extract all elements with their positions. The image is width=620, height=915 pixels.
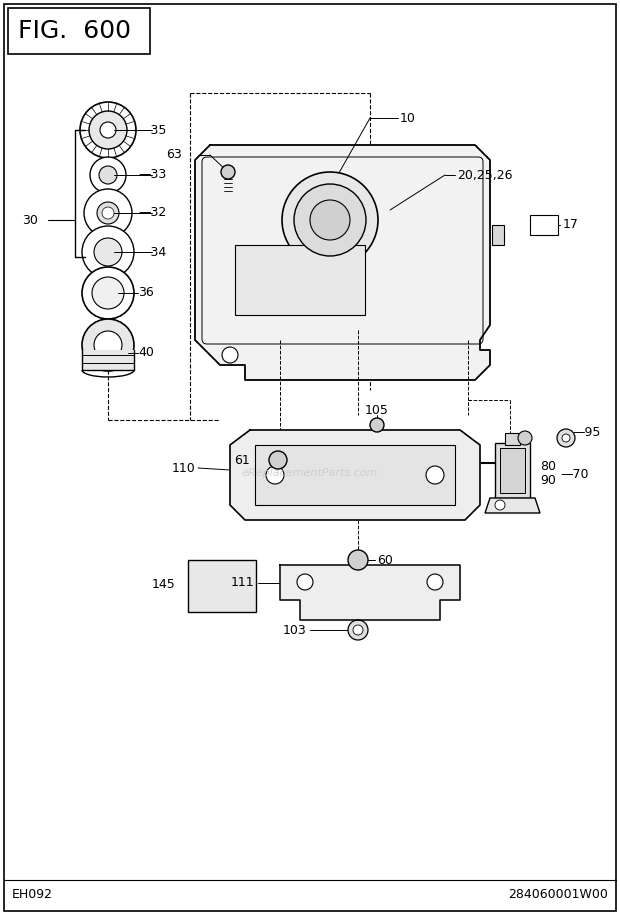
Circle shape bbox=[82, 319, 134, 371]
Circle shape bbox=[221, 165, 235, 179]
Circle shape bbox=[82, 267, 134, 319]
Circle shape bbox=[80, 102, 136, 158]
Circle shape bbox=[518, 431, 532, 445]
Circle shape bbox=[97, 202, 119, 224]
Circle shape bbox=[269, 451, 287, 469]
Circle shape bbox=[294, 184, 366, 256]
Circle shape bbox=[282, 172, 378, 268]
Circle shape bbox=[297, 574, 313, 590]
Text: 40: 40 bbox=[138, 347, 154, 360]
Circle shape bbox=[266, 466, 284, 484]
Circle shape bbox=[102, 207, 114, 219]
Bar bbox=[530, 215, 558, 235]
Circle shape bbox=[92, 277, 124, 309]
Text: 30: 30 bbox=[22, 213, 38, 227]
Text: 284060001W00: 284060001W00 bbox=[508, 888, 608, 901]
Text: —35: —35 bbox=[138, 124, 166, 136]
Text: 145: 145 bbox=[152, 578, 175, 591]
Bar bbox=[500, 448, 525, 493]
Text: EH092: EH092 bbox=[12, 888, 53, 901]
Polygon shape bbox=[280, 565, 460, 620]
Text: 20,25,26: 20,25,26 bbox=[457, 168, 513, 181]
Text: 80: 80 bbox=[540, 460, 556, 473]
Text: eReplacementParts.com: eReplacementParts.com bbox=[242, 468, 378, 478]
Circle shape bbox=[427, 574, 443, 590]
Text: 105: 105 bbox=[365, 404, 389, 416]
Text: 10: 10 bbox=[400, 112, 416, 124]
Bar bbox=[495, 443, 530, 498]
Text: —95: —95 bbox=[572, 425, 600, 438]
Polygon shape bbox=[195, 145, 490, 380]
Circle shape bbox=[495, 500, 505, 510]
Text: 110: 110 bbox=[171, 461, 195, 475]
Circle shape bbox=[82, 226, 134, 278]
Circle shape bbox=[94, 238, 122, 266]
Circle shape bbox=[90, 157, 126, 193]
Circle shape bbox=[348, 620, 368, 640]
Circle shape bbox=[348, 550, 368, 570]
Bar bbox=[8, 8, 150, 54]
Circle shape bbox=[562, 434, 570, 442]
Circle shape bbox=[353, 625, 363, 635]
Text: —32: —32 bbox=[138, 207, 166, 220]
Circle shape bbox=[94, 331, 122, 359]
Text: 111: 111 bbox=[231, 576, 254, 589]
Text: —33: —33 bbox=[138, 168, 166, 181]
Bar bbox=[255, 445, 455, 505]
Circle shape bbox=[426, 466, 444, 484]
Bar bbox=[492, 225, 504, 245]
Bar bbox=[235, 245, 365, 315]
Bar bbox=[82, 350, 134, 370]
Circle shape bbox=[99, 166, 117, 184]
Text: 36: 36 bbox=[138, 286, 154, 299]
Text: 17: 17 bbox=[563, 219, 579, 231]
Circle shape bbox=[370, 418, 384, 432]
Polygon shape bbox=[485, 498, 540, 513]
Text: 60: 60 bbox=[377, 554, 393, 566]
Text: 90: 90 bbox=[540, 473, 556, 487]
Bar bbox=[188, 560, 256, 612]
Text: —34: —34 bbox=[138, 245, 166, 259]
Text: 61: 61 bbox=[234, 454, 250, 467]
Circle shape bbox=[100, 122, 116, 138]
Bar bbox=[505, 433, 520, 445]
Circle shape bbox=[84, 189, 132, 237]
Circle shape bbox=[557, 429, 575, 447]
Circle shape bbox=[310, 200, 350, 240]
Text: F: F bbox=[350, 251, 355, 260]
Polygon shape bbox=[230, 430, 480, 520]
Text: —70: —70 bbox=[560, 468, 588, 480]
Text: FIG.  600: FIG. 600 bbox=[19, 19, 131, 43]
Text: 103: 103 bbox=[282, 623, 306, 637]
Circle shape bbox=[89, 111, 127, 149]
Text: 63: 63 bbox=[166, 148, 182, 162]
Circle shape bbox=[222, 347, 238, 363]
